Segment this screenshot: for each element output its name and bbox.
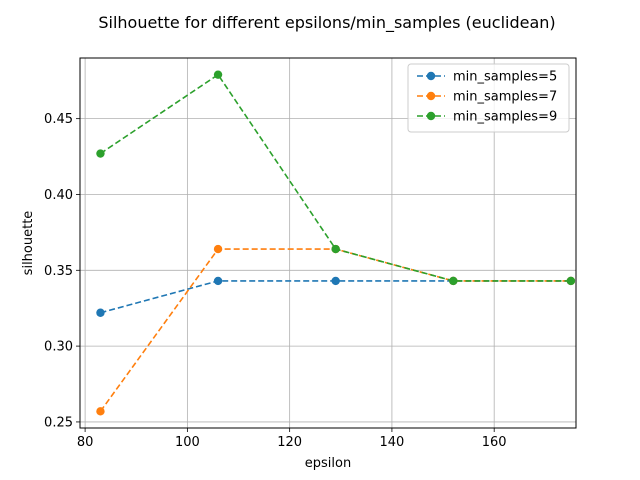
y-tick-label: 0.25 — [44, 415, 73, 430]
legend-label: min_samples=9 — [453, 110, 557, 125]
data-point — [331, 244, 340, 254]
data-point — [449, 276, 458, 286]
y-tick-label: 0.30 — [44, 340, 73, 355]
plot-frame — [79, 57, 577, 429]
data-point — [331, 276, 340, 286]
series-line-2 — [99, 248, 571, 412]
data-point — [213, 276, 223, 286]
x-tick-label: 100 — [175, 435, 200, 450]
x-axis-label: epsilon — [305, 456, 351, 471]
ticks: 80 100 120 140 160 0.25 0.30 0.35 0.40 0.45 — [44, 112, 507, 450]
y-tick-label: 0.40 — [44, 188, 73, 203]
x-tick-label: 80 — [77, 435, 94, 450]
x-tick-label: 120 — [277, 435, 302, 450]
legend-label: min_samples=5 — [453, 70, 557, 85]
data-point — [96, 407, 105, 416]
series-line-1 — [100, 280, 571, 314]
legend-marker — [426, 111, 436, 121]
data-point — [213, 70, 223, 79]
y-tick-label: 0.45 — [44, 112, 73, 127]
x-tick-label: 140 — [380, 435, 405, 450]
legend-marker — [426, 71, 436, 81]
x-tick-label: 160 — [482, 435, 507, 450]
legend-marker — [426, 91, 436, 101]
legend: min_samples=5 min_samples=7 min_samples=9 — [407, 63, 570, 133]
data-point — [213, 244, 223, 254]
legend-box — [407, 63, 570, 133]
legend-label: min_samples=7 — [453, 90, 557, 105]
series-layer — [96, 70, 576, 416]
y-axis-label: silhouette — [21, 211, 36, 276]
data-point — [566, 276, 576, 286]
y-tick-label: 0.35 — [44, 264, 73, 279]
data-point — [96, 308, 105, 317]
data-point — [96, 149, 105, 158]
chart-title: Silhouette for different epsilons/min_sa… — [98, 13, 555, 33]
